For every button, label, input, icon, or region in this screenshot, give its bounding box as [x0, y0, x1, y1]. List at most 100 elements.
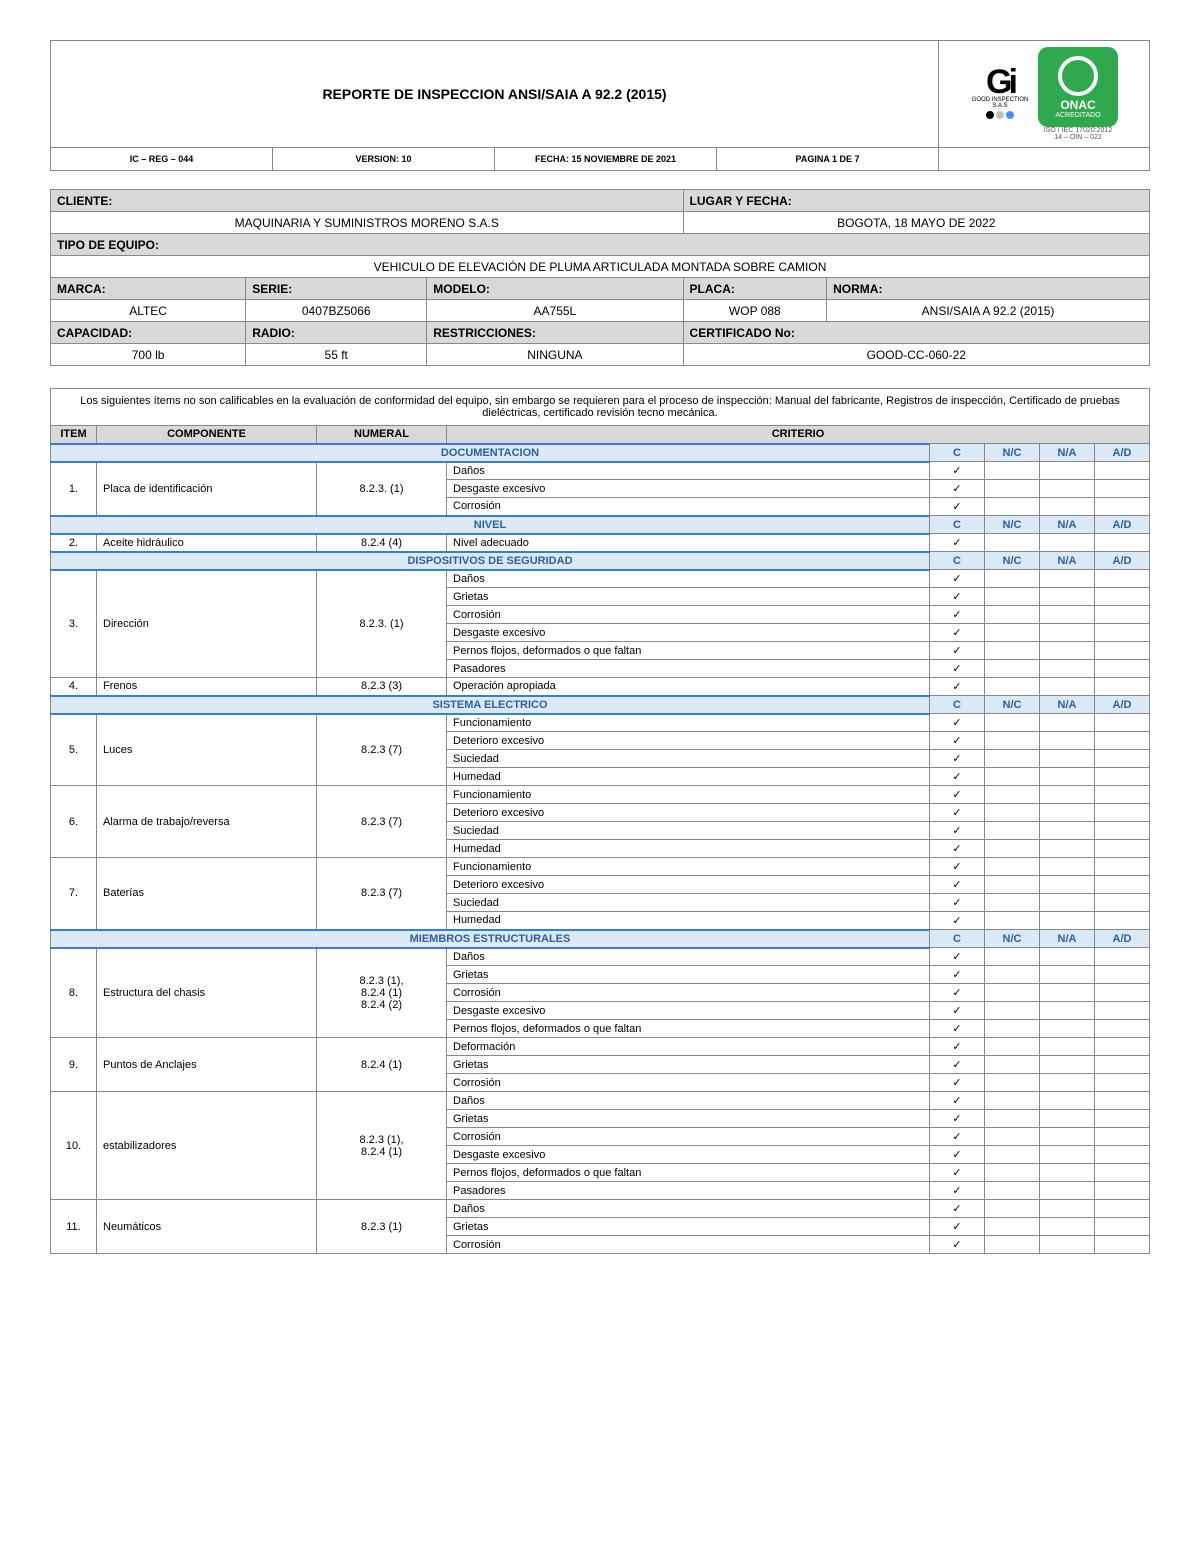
- status-na: [1040, 1056, 1095, 1074]
- status-c: ✓: [930, 1092, 985, 1110]
- status-c: ✓: [930, 876, 985, 894]
- status-ad: [1095, 1056, 1150, 1074]
- item-number: 6.: [51, 786, 97, 858]
- status-nc: [985, 678, 1040, 696]
- status-ad: [1095, 642, 1150, 660]
- col-componente: COMPONENTE: [97, 426, 317, 444]
- component-name: Dirección: [97, 570, 317, 678]
- status-ad: [1095, 1038, 1150, 1056]
- status-ad: [1095, 570, 1150, 588]
- component-name: Aceite hidráulico: [97, 534, 317, 552]
- status-c: ✓: [930, 1236, 985, 1254]
- status-c: ✓: [930, 984, 985, 1002]
- status-na: [1040, 1146, 1095, 1164]
- status-nc: [985, 624, 1040, 642]
- status-c: ✓: [930, 1146, 985, 1164]
- criterion: Funcionamiento: [447, 858, 930, 876]
- inspection-table: ITEM COMPONENTE NUMERAL CRITERIO DOCUMEN…: [50, 425, 1150, 1254]
- status-c: ✓: [930, 480, 985, 498]
- status-ad: [1095, 606, 1150, 624]
- status-nc: [985, 894, 1040, 912]
- col-criterio: CRITERIO: [447, 426, 1150, 444]
- criterion: Daños: [447, 948, 930, 966]
- status-nc: [985, 750, 1040, 768]
- marca-label: MARCA:: [51, 278, 246, 300]
- col-nc: N/C: [985, 696, 1040, 714]
- cap-label: CAPACIDAD:: [51, 322, 246, 344]
- col-item: ITEM: [51, 426, 97, 444]
- status-c: ✓: [930, 1020, 985, 1038]
- status-c: ✓: [930, 768, 985, 786]
- status-ad: [1095, 732, 1150, 750]
- status-c: ✓: [930, 912, 985, 930]
- criterion: Humedad: [447, 912, 930, 930]
- status-nc: [985, 1128, 1040, 1146]
- criterion: Daños: [447, 462, 930, 480]
- status-nc: [985, 1200, 1040, 1218]
- status-na: [1040, 498, 1095, 516]
- criterion: Daños: [447, 1092, 930, 1110]
- status-nc: [985, 498, 1040, 516]
- status-c: ✓: [930, 624, 985, 642]
- status-na: [1040, 462, 1095, 480]
- status-nc: [985, 1182, 1040, 1200]
- status-ad: [1095, 912, 1150, 930]
- status-na: [1040, 750, 1095, 768]
- component-name: Baterías: [97, 858, 317, 930]
- col-c: C: [930, 930, 985, 948]
- dot-icon: [986, 111, 994, 119]
- item-number: 10.: [51, 1092, 97, 1200]
- criterion: Pernos flojos, deformados o que faltan: [447, 1164, 930, 1182]
- status-ad: [1095, 768, 1150, 786]
- criterion: Corrosión: [447, 606, 930, 624]
- numeral-value: 8.2.3 (3): [317, 678, 447, 696]
- criterion: Corrosión: [447, 984, 930, 1002]
- status-ad: [1095, 1074, 1150, 1092]
- criterion: Corrosión: [447, 1074, 930, 1092]
- criterion: Deterioro excesivo: [447, 732, 930, 750]
- col-c: C: [930, 516, 985, 534]
- criterion: Pasadores: [447, 1182, 930, 1200]
- col-c: C: [930, 552, 985, 570]
- status-na: [1040, 480, 1095, 498]
- criterion: Deterioro excesivo: [447, 876, 930, 894]
- onac-sub: ACREDITADO: [1055, 112, 1100, 119]
- cert-label: CERTIFICADO No:: [683, 322, 1149, 344]
- component-name: Neumáticos: [97, 1200, 317, 1254]
- status-na: [1040, 1038, 1095, 1056]
- rest-label: RESTRICCIONES:: [427, 322, 683, 344]
- criterion: Suciedad: [447, 894, 930, 912]
- status-na: [1040, 876, 1095, 894]
- status-na: [1040, 624, 1095, 642]
- status-ad: [1095, 678, 1150, 696]
- status-ad: [1095, 1200, 1150, 1218]
- tipo-value: VEHICULO DE ELEVACIÓN DE PLUMA ARTICULAD…: [51, 256, 1150, 278]
- onac-logo: ONAC ACREDITADO: [1038, 47, 1118, 127]
- col-na: N/A: [1040, 444, 1095, 462]
- item-number: 9.: [51, 1038, 97, 1092]
- norma-label: NORMA:: [827, 278, 1150, 300]
- criterion: Grietas: [447, 1110, 930, 1128]
- criterion: Grietas: [447, 1056, 930, 1074]
- status-na: [1040, 1236, 1095, 1254]
- criterion: Pasadores: [447, 660, 930, 678]
- report-header: REPORTE DE INSPECCION ANSI/SAIA A 92.2 (…: [50, 40, 1150, 171]
- status-nc: [985, 570, 1040, 588]
- report-title: REPORTE DE INSPECCION ANSI/SAIA A 92.2 (…: [51, 41, 939, 147]
- status-na: [1040, 1128, 1095, 1146]
- col-c: C: [930, 444, 985, 462]
- criterion: Suciedad: [447, 822, 930, 840]
- status-na: [1040, 1200, 1095, 1218]
- status-c: ✓: [930, 1128, 985, 1146]
- status-na: [1040, 534, 1095, 552]
- placa-label: PLACA:: [683, 278, 827, 300]
- item-number: 8.: [51, 948, 97, 1038]
- status-c: ✓: [930, 570, 985, 588]
- col-na: N/A: [1040, 930, 1095, 948]
- status-na: [1040, 642, 1095, 660]
- iso-line1: ISO / IEC 17020:2012: [1038, 127, 1118, 134]
- criterion: Corrosión: [447, 1236, 930, 1254]
- status-c: ✓: [930, 786, 985, 804]
- status-ad: [1095, 498, 1150, 516]
- status-nc: [985, 984, 1040, 1002]
